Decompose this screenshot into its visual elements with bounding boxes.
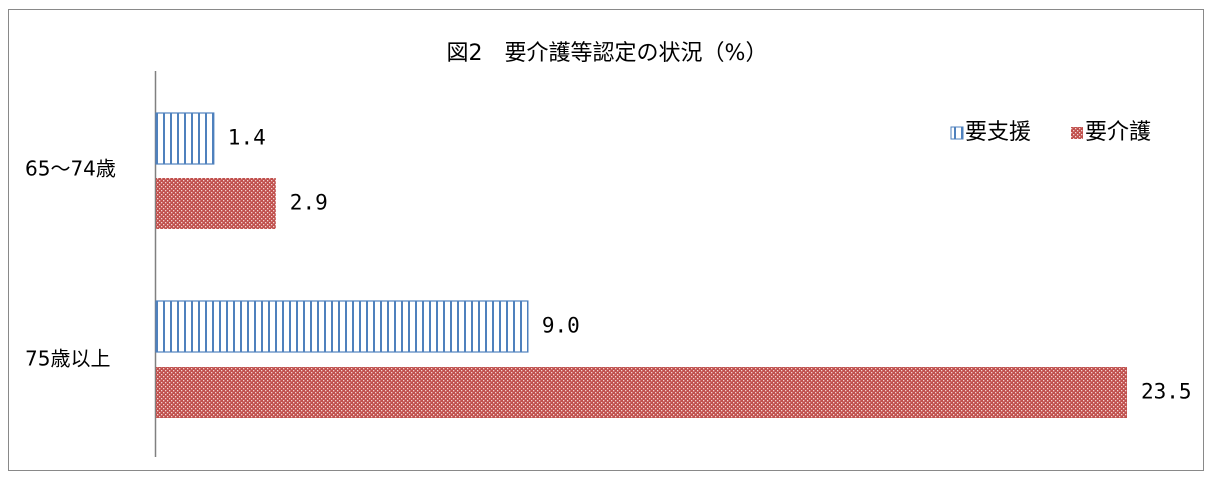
value-label-youshien-65-74: 1.4: [228, 126, 266, 150]
bar-youshien-65-74: [155, 112, 215, 165]
value-label-youshien-75-plus: 9.0: [542, 314, 580, 338]
category-label-75-plus: 75歳以上: [25, 347, 110, 371]
value-label-youkaigo-65-74: 2.9: [290, 191, 328, 215]
bar-chart: 図2 要介護等認定の状況（%） 65～74歳 75歳以上 1.4 2.9 9.0 23…: [25, 41, 1192, 457]
chart-title: 図2 要介護等認定の状況（%）: [447, 41, 768, 66]
value-label-youkaigo-75-plus: 23.5: [1141, 380, 1192, 404]
chart-frame: 図2 要介護等認定の状況（%） 65～74歳 75歳以上 1.4 2.9 9.0 23…: [8, 9, 1204, 471]
bars-group: [155, 112, 1127, 418]
legend-label-youkaigo: 要介護: [1085, 120, 1151, 145]
legend-swatch-youkaigo: [1071, 127, 1083, 139]
legend: 要支援 要介護: [950, 120, 1151, 145]
bar-youkaigo-65-74: [156, 178, 276, 229]
category-label-65-74: 65～74歳: [25, 157, 116, 181]
legend-swatch-youshien: [950, 126, 964, 140]
value-labels-group: 1.4 2.9 9.0 23.5: [228, 126, 1192, 404]
bar-youkaigo-75-plus: [156, 367, 1127, 418]
legend-label-youshien: 要支援: [965, 120, 1031, 145]
bar-youshien-75-plus: [155, 300, 529, 353]
